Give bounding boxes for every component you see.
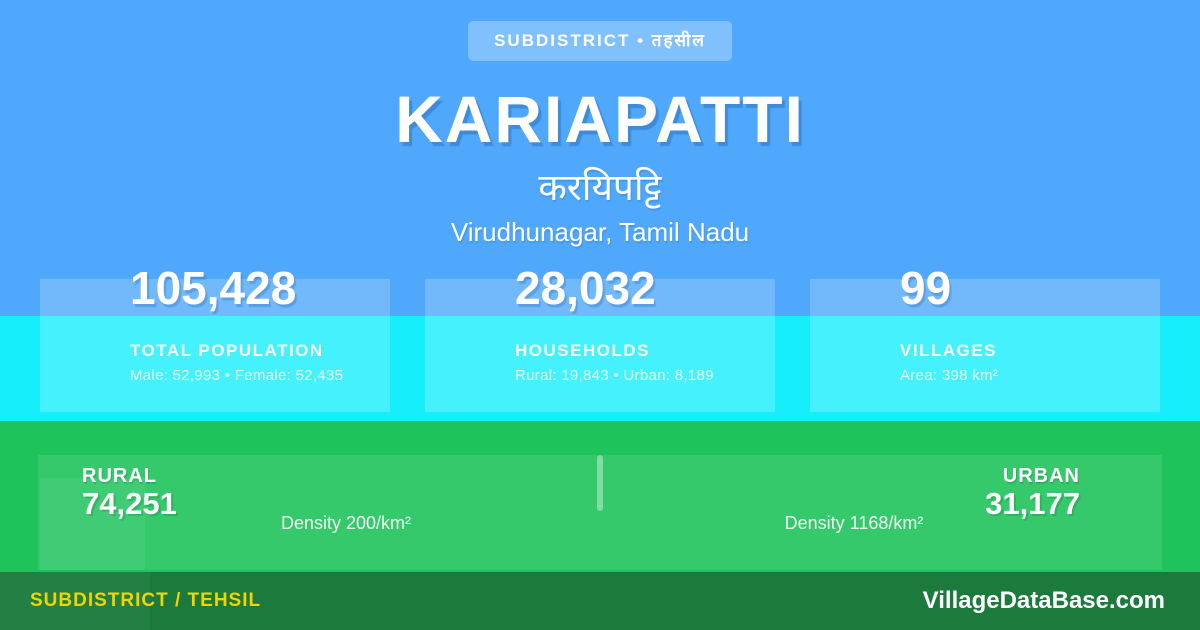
stat-card-households: 28,032 HOUSEHOLDS Rural: 19,843 • Urban:… bbox=[425, 265, 775, 412]
stats-band-background bbox=[0, 316, 1200, 421]
type-badge-label: SUBDISTRICT • तहसील bbox=[494, 31, 706, 50]
location-subtitle: Virudhunagar, Tamil Nadu bbox=[450, 217, 750, 247]
type-badge: SUBDISTRICT • तहसील bbox=[468, 21, 732, 61]
urban-density: Density 1168/km² bbox=[784, 513, 924, 533]
rural-density: Density 200/km² bbox=[280, 513, 412, 533]
stat-card-total-population: 105,428 TOTAL POPULATION Male: 52,993 • … bbox=[40, 265, 390, 412]
footer-brand: VillageDataBase.com bbox=[922, 587, 1165, 614]
rural-urban-divider bbox=[597, 455, 603, 511]
stat-detail: Rural: 19,843 • Urban: 8,189 bbox=[515, 367, 714, 384]
stat-label: VILLAGES bbox=[900, 341, 998, 360]
rural-accent-overlay bbox=[40, 478, 145, 570]
stat-label: TOTAL POPULATION bbox=[130, 341, 324, 360]
rural-label: RURAL bbox=[82, 465, 157, 487]
rural-urban-panel bbox=[38, 455, 1162, 570]
footer-type-label: SUBDISTRICT / TEHSIL bbox=[30, 590, 262, 611]
urban-label: URBAN bbox=[1002, 465, 1080, 487]
stat-card-villages: 99 VILLAGES Area: 398 km² bbox=[810, 265, 1160, 412]
footer-bar: SUBDISTRICT / TEHSIL VillageDataBase.com bbox=[0, 572, 1200, 630]
page-title: KARIAPATTI bbox=[395, 82, 805, 156]
stat-value: 28,032 bbox=[515, 262, 656, 314]
stat-detail: Male: 52,993 • Female: 52,435 bbox=[130, 367, 344, 384]
footer-accent-overlay bbox=[0, 572, 150, 630]
stat-value: 105,428 bbox=[130, 262, 297, 314]
stat-detail: Area: 398 km² bbox=[900, 367, 999, 384]
rural-urban-band: RURAL 74,251 Density 200/km² Density 116… bbox=[0, 421, 1200, 572]
page-title-hindi: करयिपट्टि bbox=[538, 167, 662, 208]
stat-value: 99 bbox=[900, 262, 952, 314]
rural-value: 74,251 bbox=[82, 486, 177, 521]
urban-value: 31,177 bbox=[985, 486, 1080, 521]
stat-label: HOUSEHOLDS bbox=[515, 341, 650, 360]
